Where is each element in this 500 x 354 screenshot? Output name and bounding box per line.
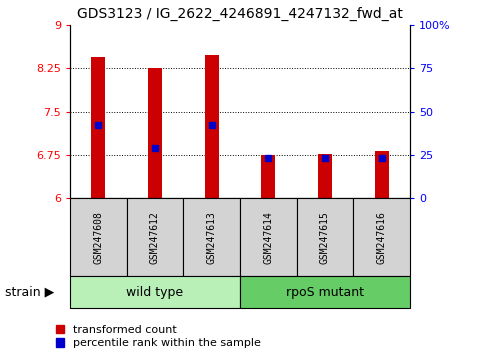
- Bar: [262, 155, 276, 198]
- Bar: [204, 56, 219, 198]
- Text: GSM247613: GSM247613: [206, 211, 216, 264]
- Text: wild type: wild type: [126, 286, 184, 298]
- Text: GSM247612: GSM247612: [150, 211, 160, 264]
- Bar: [240, 198, 296, 276]
- Title: GDS3123 / IG_2622_4246891_4247132_fwd_at: GDS3123 / IG_2622_4246891_4247132_fwd_at: [77, 7, 403, 21]
- Bar: [126, 198, 184, 276]
- Bar: [91, 57, 106, 198]
- Text: GSM247615: GSM247615: [320, 211, 330, 264]
- Legend: transformed count, percentile rank within the sample: transformed count, percentile rank withi…: [56, 325, 261, 348]
- Text: GSM247608: GSM247608: [94, 211, 104, 264]
- Text: rpoS mutant: rpoS mutant: [286, 286, 364, 298]
- Bar: [374, 151, 389, 198]
- Bar: [184, 198, 240, 276]
- Text: GSM247616: GSM247616: [376, 211, 386, 264]
- Bar: [148, 68, 162, 198]
- Bar: [70, 198, 126, 276]
- Bar: [70, 276, 240, 308]
- Bar: [354, 198, 410, 276]
- Bar: [318, 154, 332, 198]
- Text: strain ▶: strain ▶: [5, 286, 54, 298]
- Bar: [240, 276, 410, 308]
- Bar: [296, 198, 354, 276]
- Text: GSM247614: GSM247614: [264, 211, 274, 264]
